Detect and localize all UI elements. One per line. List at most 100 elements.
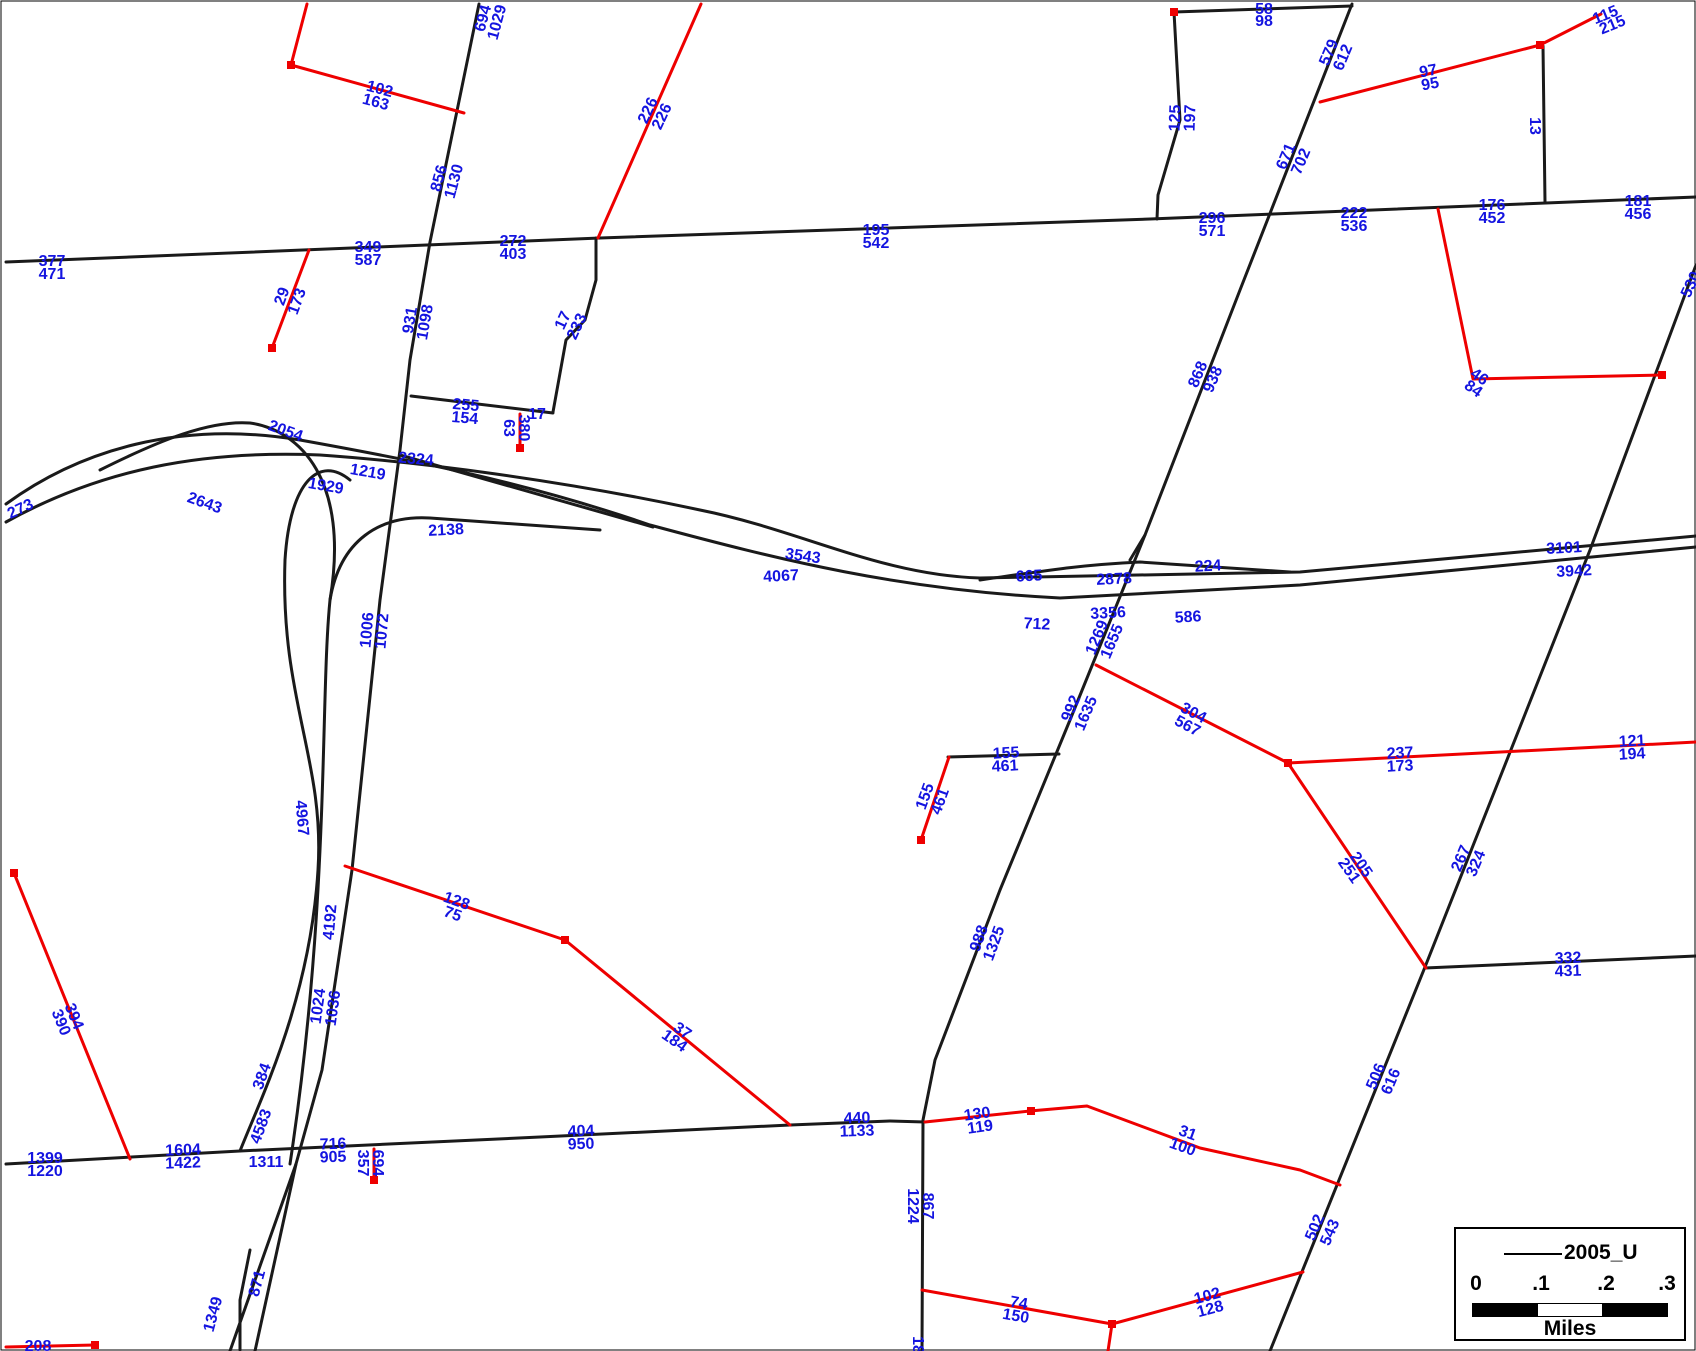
count-label: 4967 xyxy=(291,800,311,837)
count-label: 255 xyxy=(452,396,480,415)
count-label: 18 xyxy=(909,1336,926,1351)
count-label: 665 xyxy=(1015,567,1043,585)
count-label: 195 xyxy=(863,222,890,239)
scale-units: Miles xyxy=(1543,1317,1597,1340)
count-label: 1036 xyxy=(323,989,345,1027)
count-label: 1929 xyxy=(307,475,345,498)
count-label: 208 xyxy=(25,1338,52,1351)
count-label: 871 xyxy=(246,1268,269,1298)
count-label: 176 xyxy=(1479,197,1506,214)
count-label: 125 xyxy=(1167,104,1185,131)
count-label: 197 xyxy=(1182,104,1200,131)
count-label: 121 xyxy=(1618,732,1646,750)
count-label: 542 xyxy=(863,235,890,252)
count-label: 128 xyxy=(1195,1298,1225,1321)
count-label: 74 xyxy=(1009,1294,1030,1314)
count-label: 296 xyxy=(1199,210,1226,227)
count-label: 456 xyxy=(1625,206,1652,223)
count-label: 587 xyxy=(355,252,382,269)
count-label: 272 xyxy=(500,233,527,250)
count-label: 98 xyxy=(1255,13,1273,30)
count-label: 2324 xyxy=(397,449,434,469)
count-label: 1072 xyxy=(372,613,392,650)
count-label: 224 xyxy=(1194,557,1222,575)
major-roads xyxy=(4,2,1696,1351)
count-label: 357 xyxy=(354,1150,371,1177)
count-label: 856 xyxy=(428,163,451,193)
count-label: 332 xyxy=(1554,950,1581,968)
scale-tick-3: .3 xyxy=(1658,1272,1676,1295)
count-label: 1224 xyxy=(904,1188,921,1224)
map-legend: 2005_U 0 .1 .2 .3 Miles xyxy=(1454,1227,1686,1341)
count-label: 452 xyxy=(1479,210,1506,227)
count-label: 349 xyxy=(355,239,382,256)
count-label: 237 xyxy=(1386,744,1414,762)
count-label: 173 xyxy=(1386,757,1414,775)
count-label: 75 xyxy=(441,903,464,925)
count-label: 536 xyxy=(1341,218,1368,235)
count-label: 461 xyxy=(991,757,1019,775)
scale-tick-2: .2 xyxy=(1597,1272,1615,1295)
count-label: 471 xyxy=(39,266,66,283)
count-label: 4067 xyxy=(763,567,800,586)
count-label: 867 xyxy=(919,1193,936,1220)
count-label: 155 xyxy=(992,744,1020,762)
count-label: 58 xyxy=(1255,1,1273,18)
count-label: 95 xyxy=(1420,75,1441,95)
count-label: 380 xyxy=(515,415,532,442)
count-label: 712 xyxy=(1023,615,1051,633)
count-label: 716 xyxy=(319,1136,346,1154)
scale-bar xyxy=(1472,1303,1668,1317)
count-label: 694 xyxy=(369,1150,386,1177)
count-label: 154 xyxy=(451,409,479,428)
count-label: 403 xyxy=(500,246,527,263)
scale-tick-0: 0 xyxy=(1470,1272,1482,1295)
count-label: 102 xyxy=(1192,1285,1222,1308)
legend-line-symbol xyxy=(1504,1253,1562,1255)
count-label: 13 xyxy=(1526,117,1543,135)
count-label: 1422 xyxy=(165,1154,201,1172)
count-label: 31 xyxy=(1176,1122,1199,1144)
count-label: 119 xyxy=(966,1117,994,1137)
count-label: 431 xyxy=(1554,963,1581,981)
count-label: 3101 xyxy=(1546,539,1583,558)
count-label: 2878 xyxy=(1096,570,1133,589)
count-label: 2138 xyxy=(428,521,465,540)
count-label: 4192 xyxy=(320,904,340,941)
count-label: 694 xyxy=(472,3,495,33)
count-label: 1098 xyxy=(414,303,437,341)
legend-layer-name: 2005_U xyxy=(1564,1241,1638,1264)
count-label: 1220 xyxy=(27,1163,63,1180)
count-label: 571 xyxy=(1199,223,1226,240)
count-label: 950 xyxy=(567,1136,594,1154)
count-label: 1133 xyxy=(839,1122,874,1140)
scale-tick-1: .1 xyxy=(1532,1272,1550,1295)
count-label: 377 xyxy=(39,253,66,270)
count-label: 3543 xyxy=(784,546,822,568)
count-label: 181 xyxy=(1625,193,1652,210)
count-label: 1219 xyxy=(349,461,387,484)
count-label: 3356 xyxy=(1090,604,1127,623)
local-roads xyxy=(4,2,1696,1351)
count-label: 586 xyxy=(1174,608,1202,626)
count-label: 194 xyxy=(1618,745,1646,763)
count-label: 404 xyxy=(567,1123,594,1141)
count-label: 1311 xyxy=(249,1154,284,1171)
count-label: 150 xyxy=(1001,1306,1030,1327)
count-label: 1604 xyxy=(165,1141,201,1159)
count-label: 29 xyxy=(271,285,293,308)
count-label: 130 xyxy=(963,1104,992,1125)
count-label: 17 xyxy=(552,309,575,332)
count-label: 3942 xyxy=(1556,562,1593,581)
count-label: 17 xyxy=(528,406,546,423)
count-label: 1024 xyxy=(308,987,330,1025)
count-label: 163 xyxy=(361,91,391,114)
count-label: 905 xyxy=(319,1149,346,1167)
count-label: 63 xyxy=(500,419,517,437)
count-label: 102 xyxy=(365,78,395,101)
count-label: 440 xyxy=(843,1110,870,1128)
count-label: 1006 xyxy=(357,612,377,649)
count-label: 931 xyxy=(400,306,421,335)
count-label: 222 xyxy=(1341,205,1368,222)
